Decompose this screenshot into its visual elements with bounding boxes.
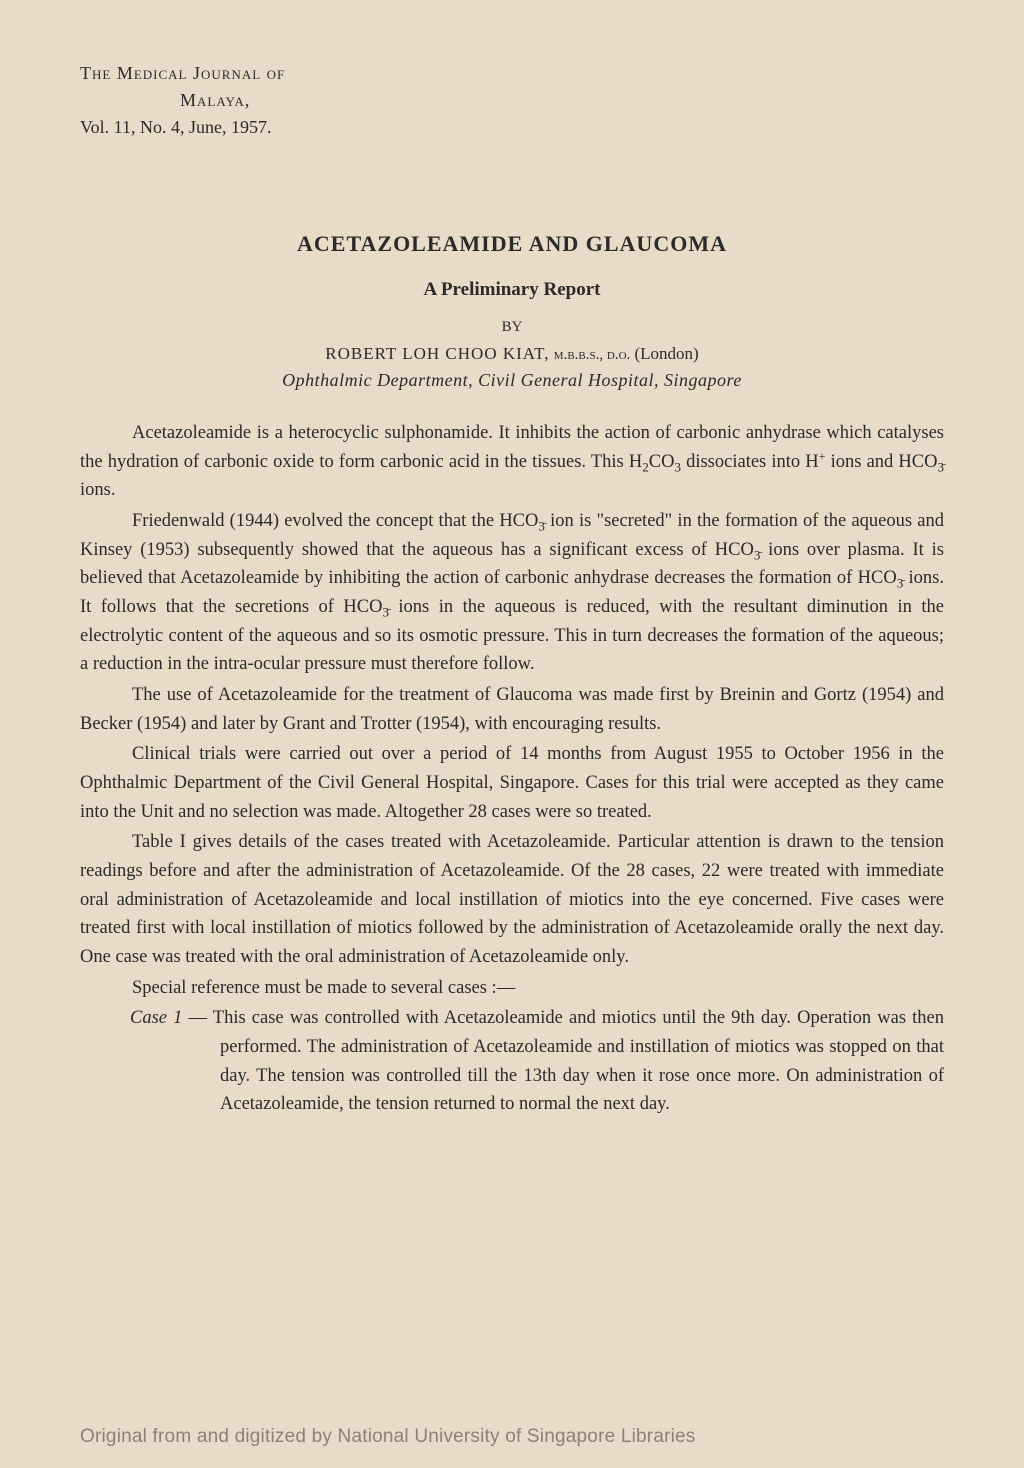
article-subtitle: A Preliminary Report xyxy=(80,279,944,301)
journal-volume: Vol. 11, No. 4, June, 1957. xyxy=(80,114,944,141)
byline: BY xyxy=(80,319,944,336)
paragraph-6: Special reference must be made to severa… xyxy=(80,974,944,1003)
article-title: ACETAZOLEAMIDE AND GLAUCOMA xyxy=(80,231,944,257)
author-line: ROBERT LOH CHOO KIAT, m.b.b.s., d.o. (Lo… xyxy=(80,344,944,364)
paragraph-3: The use of Acetazoleamide for the treatm… xyxy=(80,681,944,738)
case-1-label: Case 1 xyxy=(130,1008,182,1028)
author-credentials: m.b.b.s., d.o. xyxy=(554,347,630,363)
paragraph-5: Table I gives details of the cases treat… xyxy=(80,828,944,971)
case-1: Case 1 — This case was controlled with A… xyxy=(80,1004,944,1119)
paragraph-1: Acetazoleamide is a heterocyclic sulphon… xyxy=(80,419,944,505)
affiliation: Ophthalmic Department, Civil General Hos… xyxy=(80,370,944,391)
journal-header: The Medical Journal of Malaya, Vol. 11, … xyxy=(80,60,944,141)
credentials-suffix: (London) xyxy=(635,344,699,363)
case-1-text: — This case was controlled with Acetazol… xyxy=(182,1008,944,1114)
paragraph-2: Friedenwald (1944) evolved the concept t… xyxy=(80,507,944,679)
paragraph-4: Clinical trials were carried out over a … xyxy=(80,740,944,826)
body-text: Acetazoleamide is a heterocyclic sulphon… xyxy=(80,419,944,1002)
digitization-watermark: Original from and digitized by National … xyxy=(80,1426,696,1448)
journal-name-line1: The Medical Journal of xyxy=(80,60,944,87)
author-name: ROBERT LOH CHOO KIAT, xyxy=(325,344,549,363)
journal-name-line2: Malaya, xyxy=(80,87,944,114)
